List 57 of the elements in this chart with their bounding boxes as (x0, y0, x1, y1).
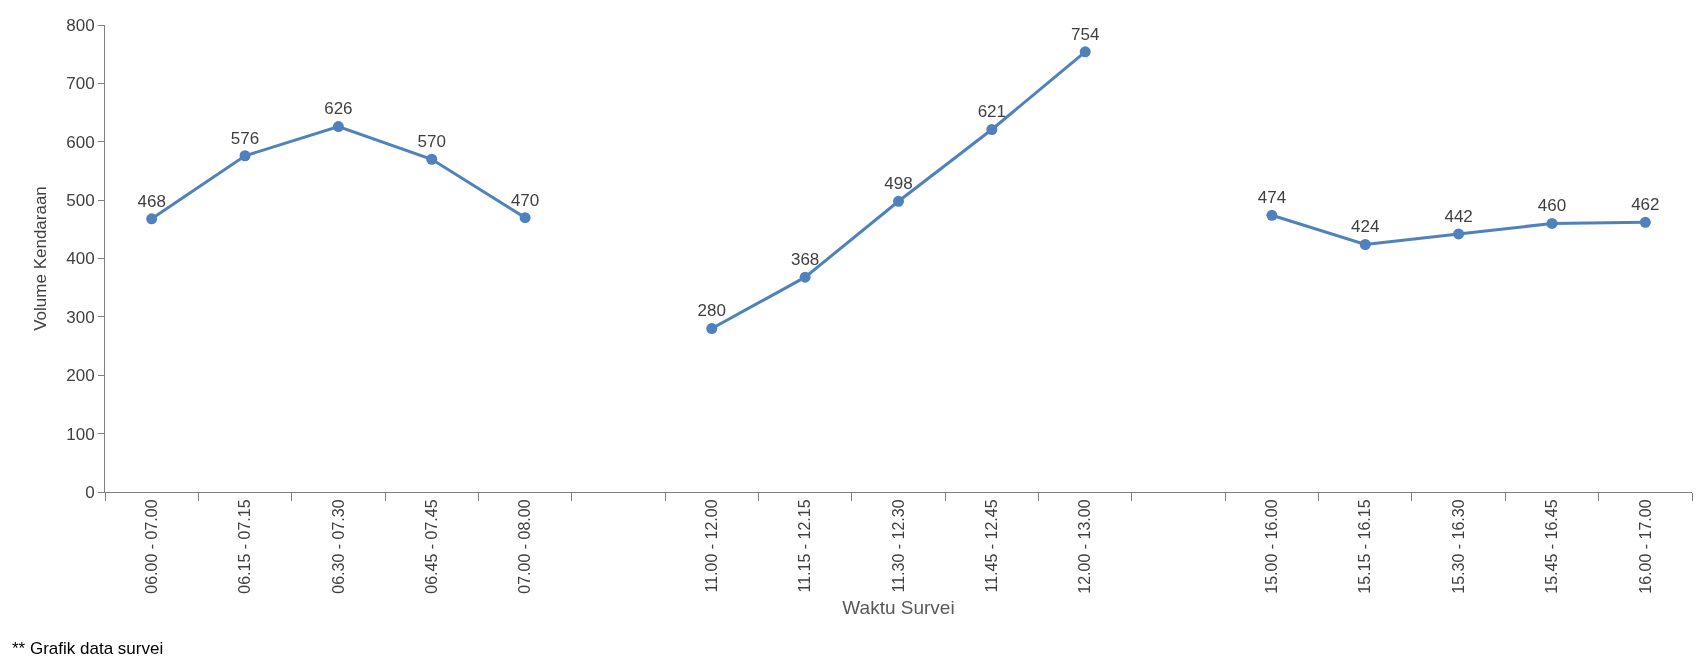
x-tick-label: 06.15 - 07.15 (236, 499, 254, 594)
point (893, 195, 904, 207)
x-tick-label: 12.00 - 13.00 (1076, 499, 1094, 594)
x-tick-label: 06.00 - 07.00 (142, 499, 160, 594)
y-tick-label: 700 (66, 74, 95, 94)
x-tick-label: 15.30 - 16.30 (1449, 499, 1467, 594)
point (239, 150, 251, 162)
y-tick-label: 0 (85, 482, 95, 502)
point (146, 213, 158, 225)
x-tick-label: 06.30 - 07.30 (329, 499, 347, 594)
point (1359, 238, 1371, 250)
point (519, 212, 531, 224)
x-tick-label: 16.00 - 17.00 (1636, 499, 1654, 594)
point (986, 123, 998, 135)
y-tick-label: 100 (66, 424, 95, 444)
x-tick-label: 11.30 - 12.30 (889, 499, 907, 593)
y-tick-label: 300 (66, 307, 95, 327)
point (1453, 228, 1465, 240)
data-label: 368 (790, 250, 820, 270)
y-tick-label: 600 (66, 132, 95, 152)
x-tick-label: 11.15 - 12.15 (796, 499, 814, 593)
data-label: 280 (697, 301, 726, 321)
point (426, 153, 438, 165)
data-label: 626 (324, 99, 353, 119)
y-tick-label: 800 (66, 15, 95, 35)
data-label: 474 (1257, 188, 1287, 208)
point (1266, 209, 1278, 221)
data-label: 470 (510, 190, 540, 210)
data-label: 754 (1071, 24, 1100, 44)
x-tick-label: 07.00 - 08.00 (516, 499, 534, 594)
y-axis-title: Volume Kendaraan (30, 186, 50, 331)
x-tick-label: 15.00 - 16.00 (1263, 499, 1281, 594)
point (1079, 46, 1091, 58)
data-label: 442 (1444, 206, 1473, 226)
data-label: 424 (1351, 217, 1380, 237)
x-tick-label: 11.45 - 12.45 (983, 499, 1001, 593)
data-label: 462 (1631, 195, 1660, 215)
point (799, 271, 811, 283)
data-label: 460 (1537, 196, 1567, 216)
x-tick-label: 11.00 - 12.00 (702, 499, 720, 593)
x-tick-label: 06.45 - 07.45 (422, 499, 440, 594)
point (1639, 216, 1651, 228)
x-tick-label: 15.15 - 16.15 (1356, 499, 1374, 594)
data-label: 621 (977, 102, 1007, 122)
text: ** Grafik data survei (12, 639, 164, 658)
point (1546, 217, 1558, 229)
y-tick-label: 500 (66, 191, 95, 211)
point (332, 121, 344, 133)
data-label: 468 (137, 191, 166, 211)
point (706, 323, 718, 335)
x-axis-title: Waktu Survei (842, 597, 955, 619)
y-tick-label: 200 (66, 366, 95, 386)
data-label: 570 (417, 132, 446, 152)
data-label: 498 (884, 174, 913, 194)
data-label: 576 (230, 128, 260, 148)
y-tick-label: 400 (66, 249, 95, 269)
x-tick-label: 15.45 - 16.45 (1543, 499, 1561, 594)
